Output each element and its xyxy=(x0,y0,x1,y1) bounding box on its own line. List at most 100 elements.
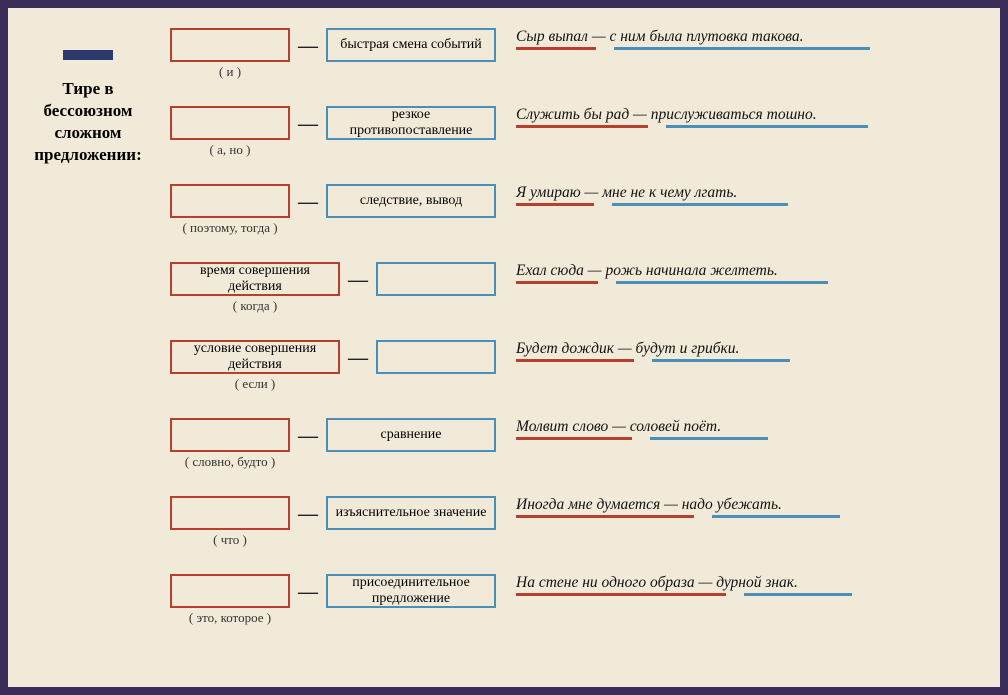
underline-wrap xyxy=(516,281,828,284)
dash-connector: — xyxy=(296,35,320,58)
hint-spacer xyxy=(409,64,412,80)
dash-symbol xyxy=(63,50,113,60)
underline-first xyxy=(516,47,596,50)
underline-first xyxy=(516,437,632,440)
underline-wrap xyxy=(516,593,852,596)
underline-wrap xyxy=(516,125,868,128)
underline-first xyxy=(516,515,694,518)
left-box-wrap: ( словно, будто ) xyxy=(170,418,290,470)
left-column: Тире в бессоюзном сложном предложении: xyxy=(18,28,158,626)
dash-connector: — xyxy=(296,191,320,214)
example-text: Ехал сюда — рожь начинала желтеть. xyxy=(516,262,778,280)
underline-second xyxy=(652,359,790,362)
rule-row: условие совершения действия ( если ) — Буд… xyxy=(170,340,990,392)
example: Молвит слово — соловей поёт. xyxy=(516,418,896,440)
dash-connector: — xyxy=(296,425,320,448)
example-text: Молвит слово — соловей поёт. xyxy=(516,418,721,436)
example: Иногда мне думается — надо убежать. xyxy=(516,496,896,518)
example: На стене ни одного образа — дурной знак. xyxy=(516,574,896,596)
underline-wrap xyxy=(516,359,790,362)
rule-row: ( словно, будто ) — сравнение Молвит слово… xyxy=(170,418,990,470)
underline-second xyxy=(616,281,828,284)
rule-row: ( что )—изъяснительное значение Иногда м… xyxy=(170,496,990,548)
example-text: Я умираю — мне не к чему лгать. xyxy=(516,184,737,202)
dash-connector: — xyxy=(296,113,320,136)
hint-text: ( это, которое ) xyxy=(189,610,271,626)
right-box-wrap xyxy=(376,262,496,314)
left-box-wrap: ( это, которое ) xyxy=(170,574,290,626)
underline-wrap xyxy=(516,47,870,50)
hint-spacer xyxy=(409,220,412,236)
page-title: Тире в бессоюзном сложном предложении: xyxy=(18,78,158,166)
underline-wrap xyxy=(516,437,768,440)
right-box-wrap: быстрая смена событий xyxy=(326,28,496,80)
hint-text: ( и ) xyxy=(219,64,241,80)
left-box: условие совершения действия xyxy=(170,340,340,374)
rule-row: время совершения действия( когда )— Ехал… xyxy=(170,262,990,314)
right-box: резкое противопоставление xyxy=(326,106,496,140)
example-text: Будет дождик — будут и грибки. xyxy=(516,340,739,358)
underline-wrap xyxy=(516,515,840,518)
dash-connector: — xyxy=(346,347,370,370)
underline-second xyxy=(666,125,868,128)
example-text: Служить бы рад — прислуживаться тошно. xyxy=(516,106,817,124)
right-box-wrap: изъяснительное значение xyxy=(326,496,496,548)
underline-first xyxy=(516,203,594,206)
right-box-wrap: сравнение xyxy=(326,418,496,470)
left-box-wrap: ( поэтому, тогда ) xyxy=(170,184,290,236)
right-box-wrap xyxy=(376,340,496,392)
right-box: быстрая смена событий xyxy=(326,28,496,62)
right-box: изъяснительное значение xyxy=(326,496,496,530)
underline-first xyxy=(516,593,726,596)
left-box: время совершения действия xyxy=(170,262,340,296)
left-box xyxy=(170,496,290,530)
underline-second xyxy=(744,593,852,596)
left-box xyxy=(170,106,290,140)
diagram-container: Тире в бессоюзном сложном предложении: (… xyxy=(8,8,1000,636)
hint-spacer xyxy=(409,142,412,158)
example: Будет дождик — будут и грибки. xyxy=(516,340,896,362)
hint-spacer xyxy=(409,610,412,626)
example-text: Иногда мне думается — надо убежать. xyxy=(516,496,782,514)
right-box: следствие, вывод xyxy=(326,184,496,218)
hint-text: ( а, но ) xyxy=(210,142,251,158)
left-box xyxy=(170,28,290,62)
hint-spacer xyxy=(409,532,412,548)
left-box-wrap: условие совершения действия ( если ) xyxy=(170,340,340,392)
left-box xyxy=(170,574,290,608)
dash-connector: — xyxy=(346,269,370,292)
rows-container: ( и ) — быстрая смена событий Сыр выпал — … xyxy=(170,28,990,626)
underline-second xyxy=(650,437,768,440)
example: Служить бы рад — прислуживаться тошно. xyxy=(516,106,896,128)
left-box-wrap: ( и ) xyxy=(170,28,290,80)
hint-text: ( если ) xyxy=(235,376,275,392)
right-box-wrap: следствие, вывод xyxy=(326,184,496,236)
example-text: Сыр выпал — с ним была плутовка такова. xyxy=(516,28,803,46)
dash-connector: — xyxy=(296,581,320,604)
example: Ехал сюда — рожь начинала желтеть. xyxy=(516,262,896,284)
underline-first xyxy=(516,125,648,128)
right-box: сравнение xyxy=(326,418,496,452)
left-box-wrap: ( а, но ) xyxy=(170,106,290,158)
left-box xyxy=(170,184,290,218)
hint-text: ( словно, будто ) xyxy=(185,454,275,470)
underline-second xyxy=(712,515,840,518)
right-box xyxy=(376,340,496,374)
right-box-wrap: резкое противопоставление xyxy=(326,106,496,158)
underline-second xyxy=(612,203,788,206)
hint-spacer xyxy=(409,454,412,470)
example: Сыр выпал — с ним была плутовка такова. xyxy=(516,28,896,50)
hint-text: ( поэтому, тогда ) xyxy=(182,220,277,236)
rule-row: ( и ) — быстрая смена событий Сыр выпал — … xyxy=(170,28,990,80)
hint-text: ( что ) xyxy=(213,532,247,548)
rule-row: ( это, которое ) — присоединительное предл… xyxy=(170,574,990,626)
rule-row: ( поэтому, тогда ) — следствие, вывод Я ум… xyxy=(170,184,990,236)
underline-first xyxy=(516,281,598,284)
underline-wrap xyxy=(516,203,788,206)
underline-first xyxy=(516,359,634,362)
left-box xyxy=(170,418,290,452)
right-box xyxy=(376,262,496,296)
right-box: присоединительное предложение xyxy=(326,574,496,608)
right-box-wrap: присоединительное предложение xyxy=(326,574,496,626)
underline-second xyxy=(614,47,870,50)
